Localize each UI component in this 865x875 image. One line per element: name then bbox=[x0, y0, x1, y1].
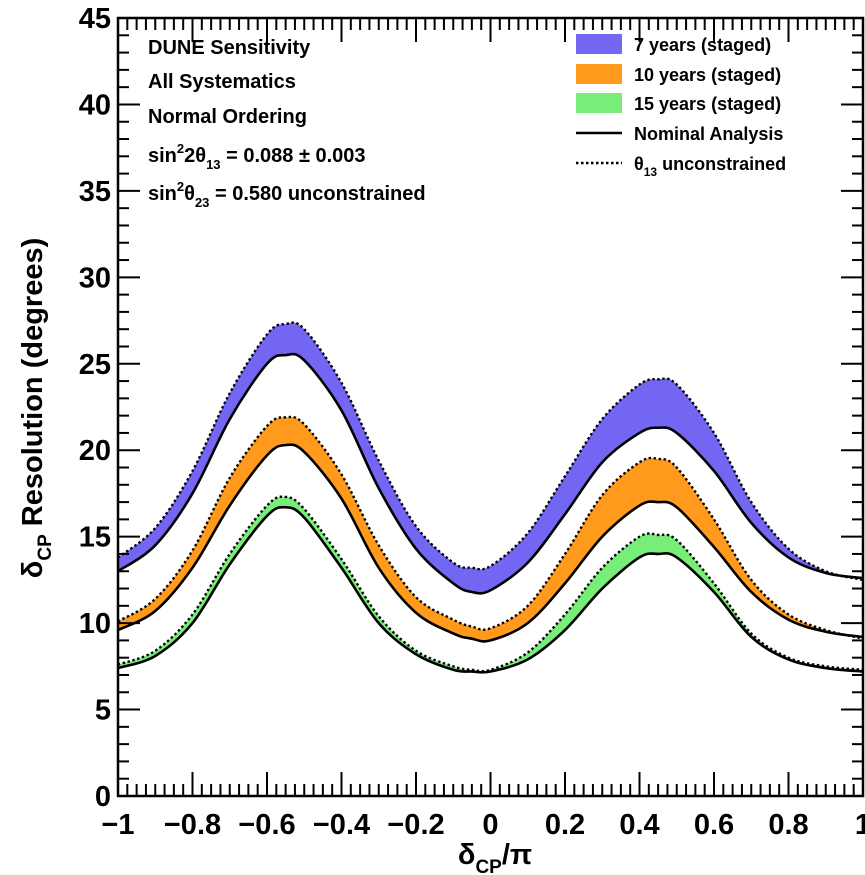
y-tick-label: 30 bbox=[79, 262, 111, 294]
info-text-block: DUNE Sensitivity All Systematics Normal … bbox=[148, 37, 426, 210]
x-axis-title: δCP/π bbox=[458, 839, 532, 875]
y-tick-label: 45 bbox=[79, 3, 111, 35]
unconstrained-curve-15yr bbox=[117, 495, 864, 673]
legend-label-theta13-unconstrained: θ13 unconstrained bbox=[634, 154, 786, 179]
legend-theta-sub: 13 bbox=[644, 165, 658, 179]
x-tick-label: −0.2 bbox=[387, 809, 444, 841]
x-axis-title-rest: /π bbox=[502, 839, 532, 871]
nominal-curve-15yr bbox=[117, 505, 864, 674]
y-tick-label: 20 bbox=[79, 435, 111, 467]
bands-layer bbox=[118, 322, 863, 673]
y-tick-label: 15 bbox=[79, 522, 111, 554]
theta23-post: = 0.580 unconstrained bbox=[209, 183, 425, 205]
info-line: All Systematics bbox=[148, 71, 296, 93]
legend-theta: θ bbox=[634, 154, 644, 174]
x-tick-label: 0.2 bbox=[545, 809, 585, 841]
y-axis-title-rest: Resolution (degrees) bbox=[17, 238, 49, 535]
legend-swatch-15yr bbox=[576, 93, 622, 113]
x-axis-title-sub: CP bbox=[475, 857, 502, 875]
theta13-constraint-line: sin22θ13 = 0.088 ± 0.003 bbox=[148, 141, 366, 172]
y-tick-label: 0 bbox=[95, 781, 111, 813]
legend-label-15yr: 15 years (staged) bbox=[634, 94, 781, 114]
legend-label-7yr: 7 years (staged) bbox=[634, 35, 771, 55]
legend-theta-post: unconstrained bbox=[657, 154, 786, 174]
legend-label-nominal: Nominal Analysis bbox=[634, 124, 783, 144]
x-tick-label: 0 bbox=[482, 809, 498, 841]
theta13-pre: sin bbox=[148, 145, 177, 167]
x-tick-label: 0.8 bbox=[768, 809, 808, 841]
y-axis-title-main: δ bbox=[17, 561, 49, 579]
info-line: DUNE Sensitivity bbox=[148, 37, 311, 59]
nominal-curve-10yr bbox=[117, 443, 864, 643]
theta23-sub: 23 bbox=[195, 195, 209, 210]
x-tick-label: −0.4 bbox=[313, 809, 370, 841]
y-tick-label: 25 bbox=[79, 349, 111, 381]
x-tick-label: 0.4 bbox=[619, 809, 659, 841]
x-tick-label: −0.8 bbox=[164, 809, 221, 841]
y-tick-label: 40 bbox=[79, 89, 111, 121]
x-tick-label: 1 bbox=[855, 809, 865, 841]
theta13-post: = 0.088 ± 0.003 bbox=[221, 145, 366, 167]
y-tick-label: 5 bbox=[95, 695, 111, 727]
y-tick-label: 10 bbox=[79, 608, 111, 640]
info-line: Normal Ordering bbox=[148, 106, 307, 128]
y-tick-label: 35 bbox=[79, 176, 111, 208]
x-tick-label: 0.6 bbox=[694, 809, 734, 841]
theta13-sub: 13 bbox=[206, 157, 220, 172]
theta23-line: sin2θ23 = 0.580 unconstrained bbox=[148, 179, 426, 210]
x-tick-labels: −1 −0.8 −0.6 −0.4 −0.2 0 0.2 0.4 0.6 0.8 1 bbox=[101, 809, 865, 841]
unconstrained-curve-7yr bbox=[117, 321, 864, 582]
y-axis-title-sub: CP bbox=[35, 534, 56, 561]
theta13-sup: 2 bbox=[177, 141, 184, 156]
band-7yr bbox=[118, 322, 863, 594]
legend-swatch-7yr bbox=[576, 34, 622, 54]
theta23-sup: 2 bbox=[177, 179, 184, 194]
y-axis-title: δCP Resolution (degrees) bbox=[17, 238, 56, 579]
y-tick-labels: 0 5 10 15 20 25 30 35 40 45 bbox=[79, 3, 111, 813]
theta23-mid: θ bbox=[184, 183, 195, 205]
ticks-layer bbox=[117, 17, 864, 797]
x-axis-title-main: δ bbox=[458, 839, 476, 871]
legend-swatch-10yr bbox=[576, 64, 622, 84]
curves-layer bbox=[117, 321, 864, 674]
nominal-curve-7yr bbox=[117, 352, 864, 595]
legend-label-10yr: 10 years (staged) bbox=[634, 65, 781, 85]
legend: 7 years (staged) 10 years (staged) 15 ye… bbox=[576, 34, 786, 179]
unconstrained-curve-10yr bbox=[117, 415, 864, 640]
x-tick-label: −0.6 bbox=[238, 809, 295, 841]
theta23-pre: sin bbox=[148, 183, 177, 205]
band-10yr bbox=[118, 416, 863, 642]
x-tick-label: −1 bbox=[101, 809, 134, 841]
theta13-mid: 2θ bbox=[184, 145, 206, 167]
